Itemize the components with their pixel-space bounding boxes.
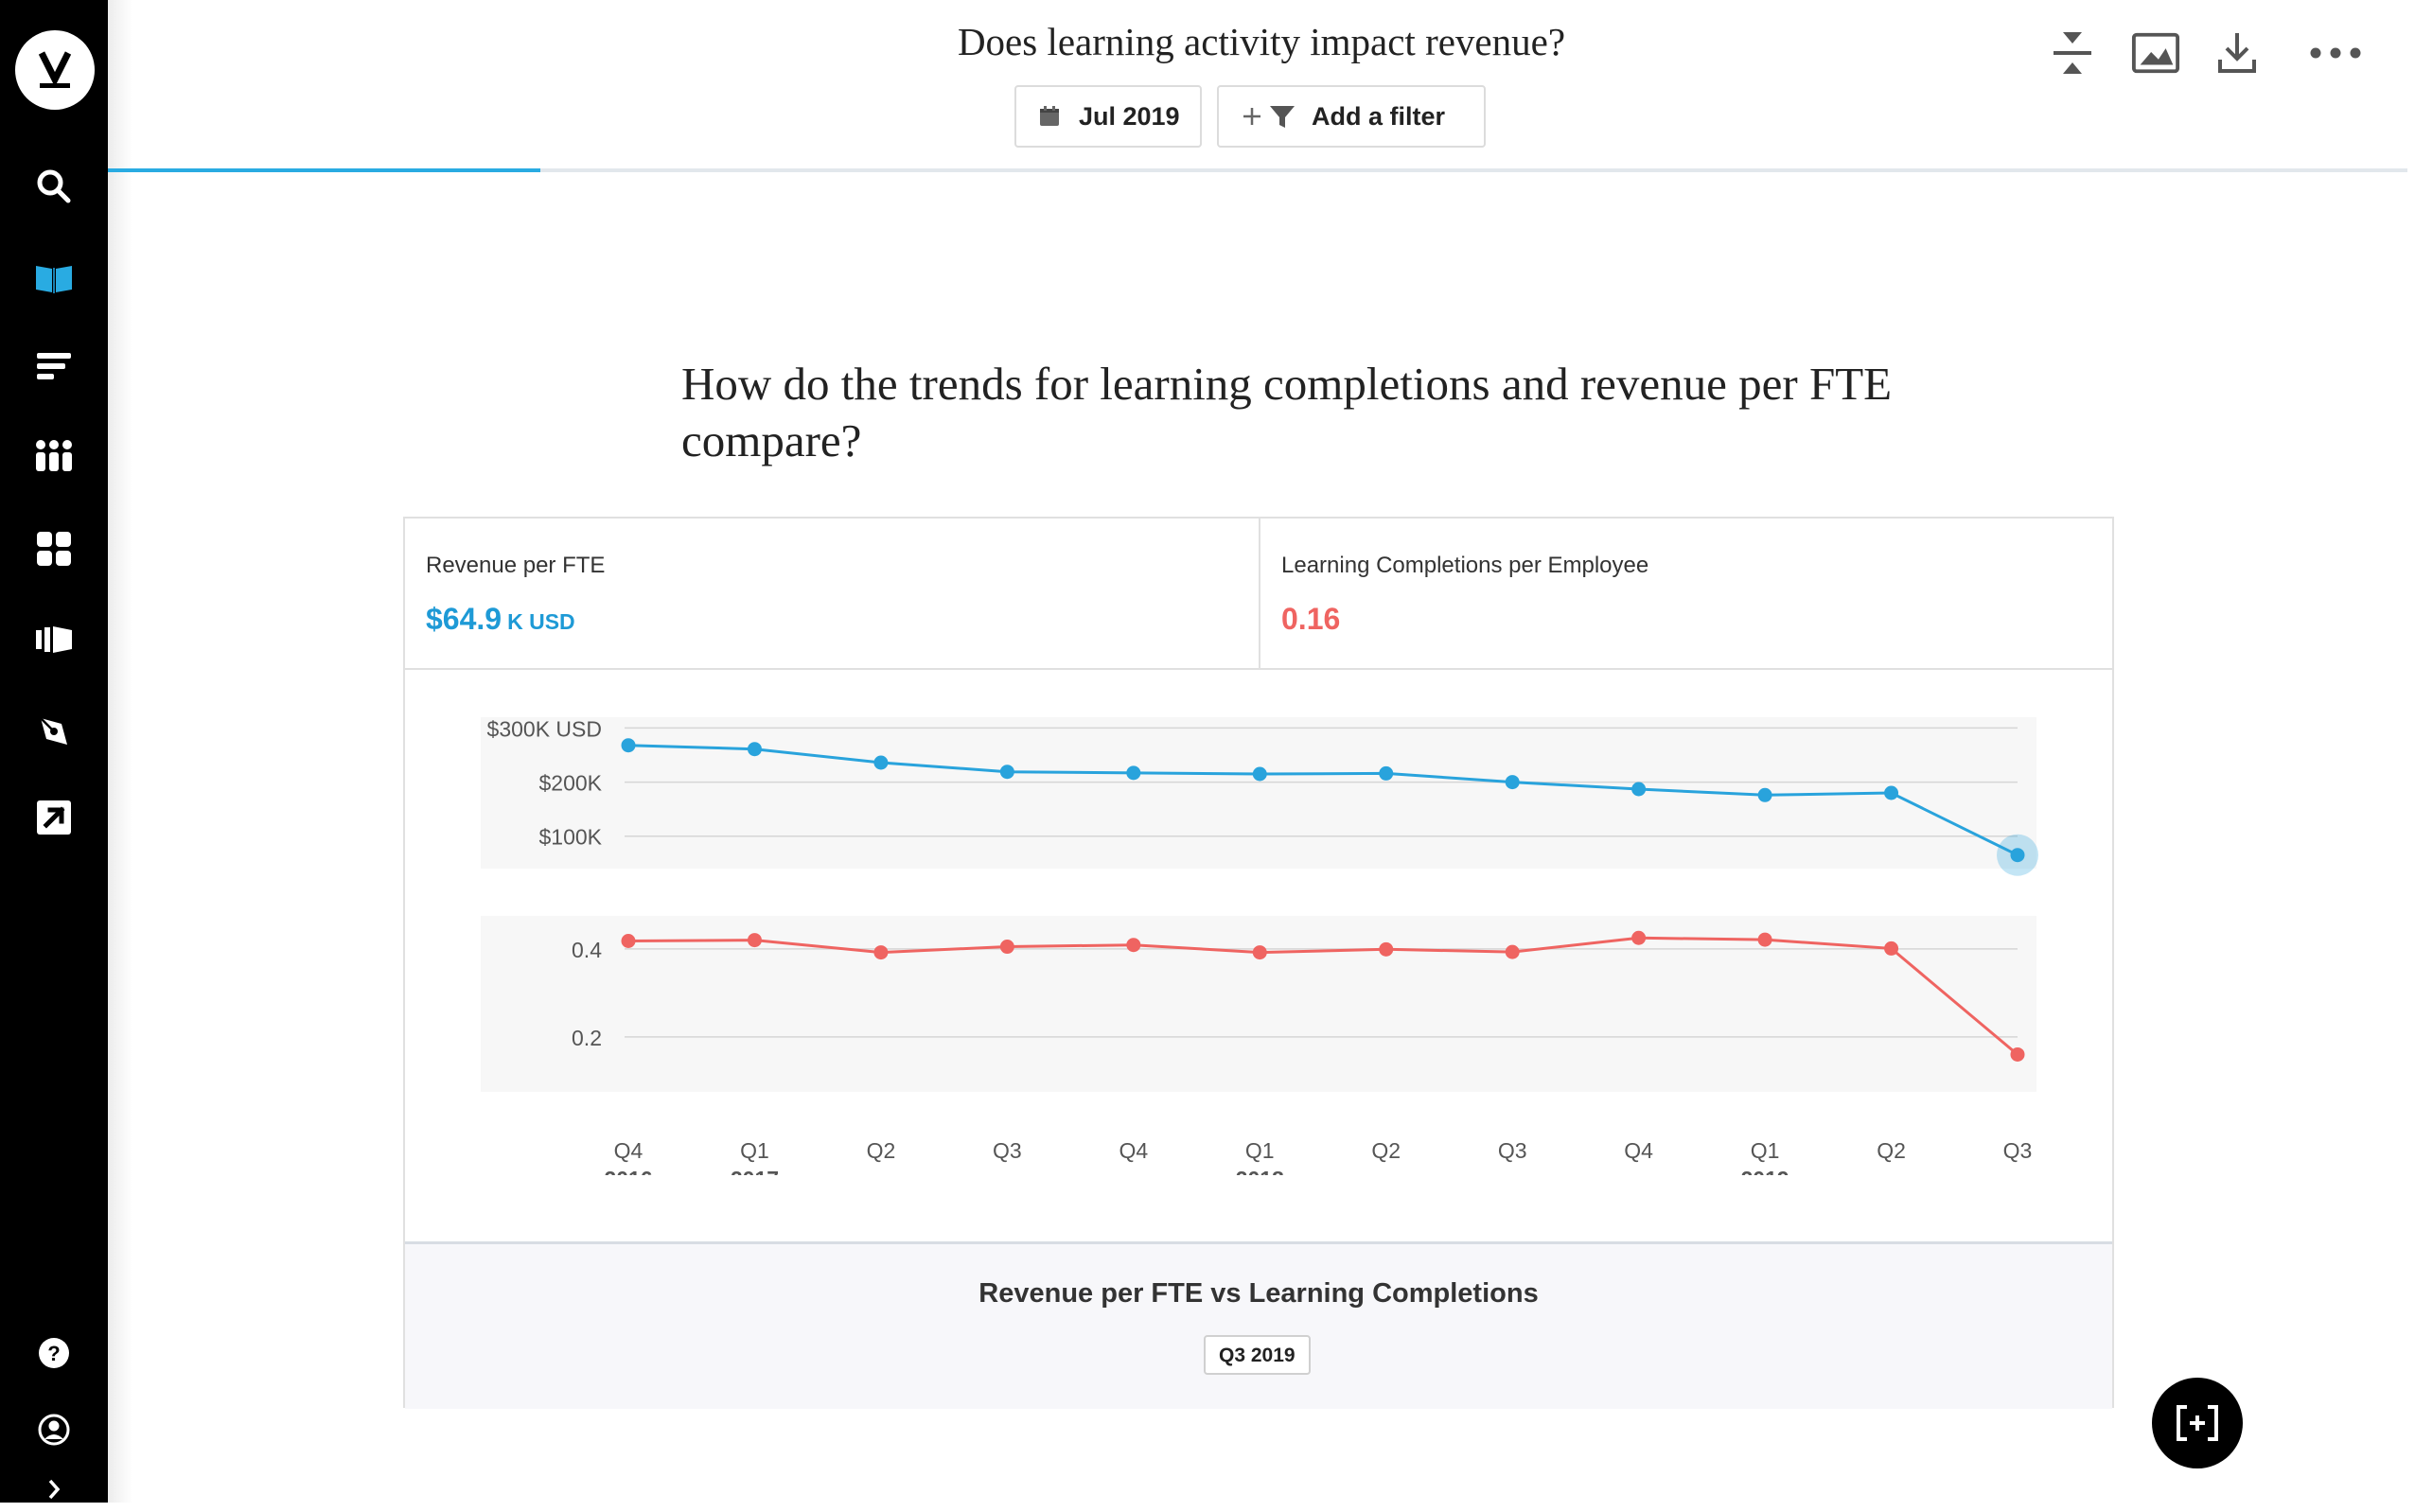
- x-tick-label: Q1: [1751, 1138, 1780, 1163]
- chevron-right-icon[interactable]: [31, 1467, 77, 1512]
- y-tick-label: $100K: [538, 825, 602, 850]
- x-tick-year-label: 2017: [731, 1167, 779, 1175]
- data-point: [2010, 1046, 2025, 1062]
- data-point: [1884, 785, 1899, 800]
- page-title: Does learning activity impact revenue?: [957, 20, 1566, 63]
- story-heading: How do the trends for learning completio…: [681, 358, 1893, 466]
- data-point: [1379, 941, 1394, 957]
- data-point: [747, 742, 762, 757]
- data-point: [2010, 848, 2025, 863]
- sidebar: ?: [0, 0, 108, 1503]
- x-tick-label: Q1: [740, 1138, 769, 1163]
- x-tick-label: Q2: [1371, 1138, 1401, 1163]
- data-point: [1757, 787, 1772, 802]
- add-filter-label: Add a filter: [1312, 101, 1446, 131]
- x-tick-label: Q2: [867, 1138, 896, 1163]
- pen-icon[interactable]: [31, 709, 77, 754]
- footer-title: Revenue per FTE vs Learning Completions: [978, 1278, 1539, 1309]
- data-point: [1252, 766, 1267, 782]
- data-point: [621, 934, 636, 949]
- data-point: [1757, 932, 1772, 947]
- data-point: [1126, 765, 1141, 781]
- date-label: Jul 2019: [1079, 101, 1180, 131]
- download-icon[interactable]: [2212, 26, 2262, 79]
- x-tick-year-label: 2016: [604, 1167, 652, 1175]
- story-progress-bar: [108, 168, 2407, 172]
- x-tick-label: Q2: [1877, 1138, 1906, 1163]
- x-tick-label: Q3: [2003, 1138, 2033, 1163]
- search-icon[interactable]: [31, 164, 77, 209]
- image-export-icon[interactable]: [2131, 26, 2180, 79]
- x-tick-year-label: 2018: [1236, 1167, 1284, 1175]
- data-point: [1505, 944, 1520, 959]
- revenue-unit: K USD: [507, 609, 575, 634]
- data-point: [621, 738, 636, 753]
- data-point: [1252, 945, 1267, 960]
- revenue-metric[interactable]: Revenue per FTE $64.9 K USD: [405, 519, 1260, 670]
- x-tick-label: Q4: [1624, 1138, 1653, 1163]
- data-point: [1884, 941, 1899, 956]
- add-to-board-button[interactable]: [2152, 1378, 2243, 1468]
- data-point: [1631, 782, 1647, 797]
- x-tick-label: Q3: [993, 1138, 1022, 1163]
- collapse-icon[interactable]: [2048, 26, 2097, 79]
- trend-chart: $300K USD $200K $100K 0.4 0.2 Q4 2016 Q1 2017 Q2 Q…: [405, 670, 2112, 1191]
- series-line: [627, 744, 2018, 857]
- add-filter-icon: [1243, 106, 1295, 128]
- revenue-metric-label: Revenue per FTE: [426, 553, 606, 578]
- story-progress-fill: [108, 168, 540, 172]
- x-tick-year-label: 2019: [1741, 1167, 1789, 1175]
- data-point: [747, 933, 762, 948]
- data-point: [873, 755, 889, 770]
- data-point: [1379, 765, 1394, 781]
- data-point: [873, 945, 889, 960]
- logo[interactable]: [15, 30, 95, 110]
- learning-value: 0.16: [1281, 602, 1341, 636]
- x-tick-label: Q1: [1245, 1138, 1275, 1163]
- data-point: [1631, 930, 1647, 945]
- trend-chart-svg: $300K USD $200K $100K 0.4 0.2 Q4 2016 Q1 2017 Q2 Q…: [481, 716, 2038, 1191]
- user-icon[interactable]: [31, 1407, 77, 1452]
- revenue-value: $64.9: [426, 602, 502, 636]
- book-icon[interactable]: [31, 255, 77, 301]
- chart-panel-bg-1: [481, 717, 2036, 869]
- help-icon[interactable]: ?: [31, 1330, 77, 1376]
- data-point: [999, 765, 1014, 780]
- series-line: [627, 936, 2018, 1056]
- y-tick-label: $300K USD: [487, 716, 602, 741]
- people-icon[interactable]: [31, 433, 77, 479]
- learning-metric-value: 0.16: [1281, 602, 1340, 637]
- data-point: [1505, 775, 1520, 790]
- data-point: [999, 940, 1014, 955]
- stories-icon[interactable]: [31, 617, 77, 662]
- add-filter-button[interactable]: Add a filter: [1217, 85, 1486, 148]
- y-tick-label: $200K: [538, 771, 602, 796]
- y-tick-label: 0.2: [572, 1026, 602, 1050]
- chart-panel-bg-2: [481, 916, 2036, 1092]
- calendar-icon: [1040, 106, 1059, 126]
- y-tick-label: 0.4: [572, 938, 602, 962]
- external-link-icon[interactable]: [31, 795, 77, 840]
- more-options-icon[interactable]: [2309, 26, 2362, 79]
- chart-footer: Revenue per FTE vs Learning Completions …: [405, 1241, 2112, 1409]
- x-tick-label: Q4: [1119, 1138, 1148, 1163]
- learning-metric[interactable]: Learning Completions per Employee 0.16: [1260, 519, 2114, 670]
- svg-text:?: ?: [47, 1342, 60, 1365]
- visier-logo-icon: [38, 51, 72, 88]
- x-tick-label: Q4: [614, 1138, 643, 1163]
- learning-metric-label: Learning Completions per Employee: [1281, 553, 1649, 578]
- date-picker-button[interactable]: Jul 2019: [1014, 85, 1202, 148]
- add-to-board-icon: [2177, 1405, 2218, 1441]
- period-chip[interactable]: Q3 2019: [1204, 1335, 1311, 1375]
- sidebar-shadow: [108, 0, 132, 1503]
- revenue-metric-value: $64.9 K USD: [426, 602, 575, 637]
- list-icon[interactable]: [31, 344, 77, 390]
- chart-card: Revenue per FTE $64.9 K USD Learning Comp…: [403, 517, 2114, 1409]
- grid-icon[interactable]: [31, 526, 77, 571]
- x-tick-label: Q3: [1498, 1138, 1527, 1163]
- data-point: [1126, 938, 1141, 953]
